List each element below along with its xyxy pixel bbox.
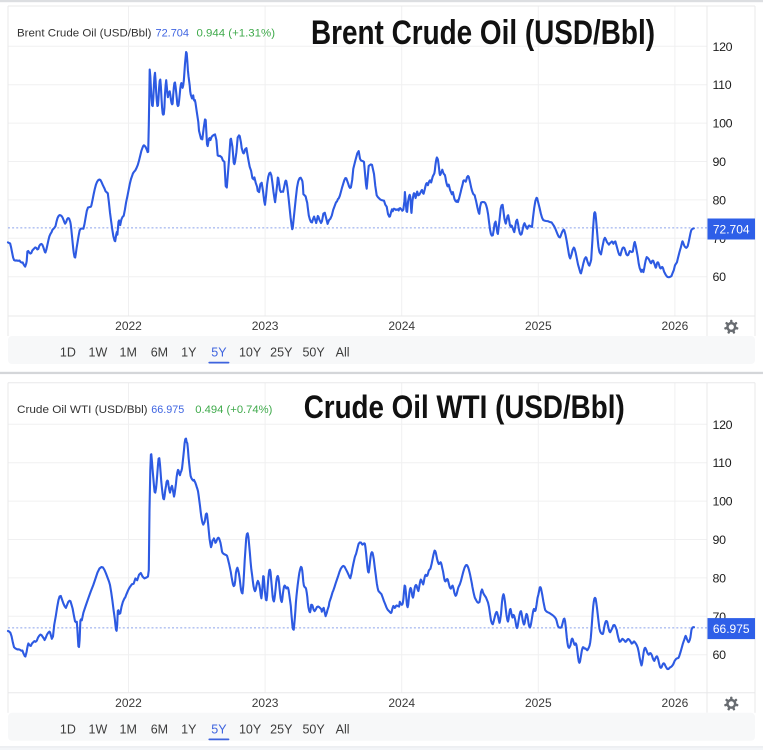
- svg-text:120: 120: [713, 418, 733, 432]
- svg-text:80: 80: [713, 193, 727, 207]
- svg-text:10Y: 10Y: [239, 346, 262, 360]
- svg-text:0.494 (+0.74%): 0.494 (+0.74%): [195, 404, 272, 416]
- svg-text:1W: 1W: [89, 722, 108, 736]
- svg-text:1M: 1M: [120, 346, 137, 360]
- svg-text:60: 60: [713, 270, 727, 284]
- svg-text:2024: 2024: [388, 319, 415, 333]
- svg-text:6M: 6M: [151, 346, 168, 360]
- svg-text:2022: 2022: [115, 696, 142, 710]
- svg-text:50Y: 50Y: [302, 722, 325, 736]
- svg-text:0.944 (+1.31%): 0.944 (+1.31%): [197, 27, 276, 39]
- svg-text:Crude Oil WTI (USD/Bbl): Crude Oil WTI (USD/Bbl): [304, 389, 625, 425]
- svg-text:All: All: [336, 346, 350, 360]
- svg-text:Brent Crude Oil (USD/Bbl): Brent Crude Oil (USD/Bbl): [17, 27, 152, 39]
- svg-text:5Y: 5Y: [211, 346, 227, 360]
- svg-text:66.975: 66.975: [713, 622, 750, 636]
- svg-text:2023: 2023: [252, 696, 279, 710]
- svg-text:Brent Crude Oil (USD/Bbl): Brent Crude Oil (USD/Bbl): [311, 14, 655, 52]
- svg-text:90: 90: [713, 155, 727, 169]
- svg-text:72.704: 72.704: [713, 222, 750, 236]
- svg-text:1M: 1M: [120, 722, 137, 736]
- svg-text:60: 60: [713, 648, 727, 662]
- svg-text:1D: 1D: [60, 346, 76, 360]
- svg-text:1W: 1W: [89, 346, 108, 360]
- svg-text:25Y: 25Y: [270, 722, 293, 736]
- svg-text:5Y: 5Y: [211, 722, 227, 736]
- svg-text:All: All: [336, 722, 350, 736]
- svg-text:120: 120: [713, 40, 733, 54]
- svg-text:2022: 2022: [115, 319, 142, 333]
- svg-text:110: 110: [713, 78, 732, 92]
- svg-text:2025: 2025: [525, 696, 552, 710]
- svg-text:100: 100: [713, 495, 733, 509]
- svg-text:10Y: 10Y: [239, 722, 262, 736]
- svg-text:1Y: 1Y: [181, 722, 197, 736]
- svg-text:1Y: 1Y: [181, 346, 197, 360]
- svg-text:2026: 2026: [662, 696, 689, 710]
- svg-text:80: 80: [713, 571, 727, 585]
- svg-text:6M: 6M: [151, 722, 168, 736]
- svg-text:72.704: 72.704: [156, 27, 190, 39]
- svg-text:Crude Oil WTI (USD/Bbl): Crude Oil WTI (USD/Bbl): [17, 404, 148, 416]
- svg-text:90: 90: [713, 533, 727, 547]
- svg-text:50Y: 50Y: [302, 346, 325, 360]
- svg-text:110: 110: [713, 456, 732, 470]
- svg-text:2025: 2025: [525, 319, 552, 333]
- svg-text:100: 100: [713, 117, 733, 131]
- svg-text:2026: 2026: [662, 319, 689, 333]
- svg-text:1D: 1D: [60, 722, 76, 736]
- svg-text:2023: 2023: [252, 319, 279, 333]
- svg-text:2024: 2024: [388, 696, 415, 710]
- svg-text:25Y: 25Y: [270, 346, 293, 360]
- svg-text:66.975: 66.975: [151, 404, 184, 416]
